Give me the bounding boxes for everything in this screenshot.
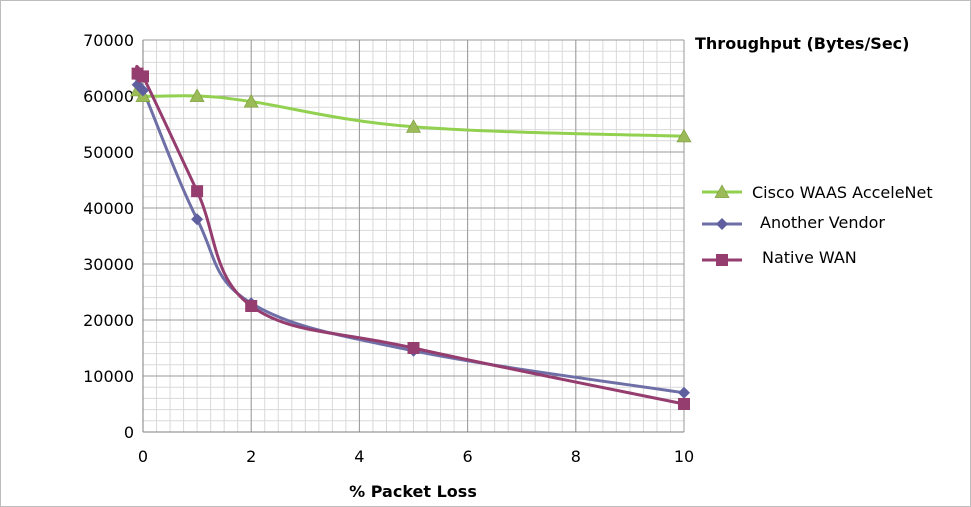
data-point-native-wan [407, 342, 420, 354]
legend-marker-native-wan [716, 254, 728, 266]
legend-label-cisco-waas: Cisco WAAS AcceleNet [752, 183, 933, 202]
data-point-native-wan [137, 70, 149, 83]
data-point-native-wan [191, 185, 204, 198]
data-point-native-wan [678, 398, 690, 410]
legend-marker-cisco-waas [714, 184, 730, 198]
x-tick-label: 8 [571, 447, 581, 466]
x-tick-label: 6 [463, 447, 473, 466]
legend-marker-shape [716, 218, 728, 230]
data-point-cisco-waas [676, 128, 692, 143]
legend-marker-shape [716, 254, 728, 266]
x-tick-label: 4 [354, 447, 364, 466]
x-tick-labels: 0 2 4 6 8 10 [138, 447, 694, 466]
data-point-another-vendor [191, 213, 204, 226]
y-tick-label: 60000 [83, 87, 134, 106]
y-tick-label: 20000 [83, 311, 134, 330]
y-tick-label: 30000 [83, 255, 134, 274]
x-tick-label: 0 [138, 447, 148, 466]
x-axis-title: % Packet Loss [349, 482, 477, 501]
data-point-another-vendor [137, 84, 149, 97]
x-tick-label: 10 [674, 447, 694, 466]
data-point-cisco-waas [243, 93, 259, 108]
legend: Cisco WAAS AcceleNet Another Vendor Nati… [702, 183, 933, 267]
legend-item-native-wan: Native WAN [702, 248, 857, 267]
data-point-native-wan [245, 300, 258, 312]
legend-marker-another-vendor [716, 218, 728, 230]
legend-label-another-vendor: Another Vendor [760, 213, 885, 232]
y-tick-label: 0 [124, 423, 134, 442]
legend-item-another-vendor: Another Vendor [702, 213, 885, 232]
legend-label-native-wan: Native WAN [762, 248, 857, 267]
chart-title: Throughput (Bytes/Sec) [695, 34, 909, 53]
series-markers [130, 67, 692, 410]
data-point-cisco-waas [405, 119, 422, 133]
legend-item-cisco-waas: Cisco WAAS AcceleNet [702, 183, 933, 202]
legend-marker-shape [714, 184, 730, 198]
x-tick-label: 2 [246, 447, 256, 466]
y-tick-label: 40000 [83, 199, 134, 218]
axes [142, 40, 684, 433]
data-point-cisco-waas [189, 88, 205, 102]
y-tick-label: 50000 [83, 143, 134, 162]
y-tick-label: 10000 [83, 367, 134, 386]
y-tick-label: 70000 [83, 31, 134, 50]
data-point-another-vendor [678, 386, 690, 399]
y-tick-labels: 0 10000 20000 30000 40000 50000 60000 70000 [83, 31, 134, 442]
